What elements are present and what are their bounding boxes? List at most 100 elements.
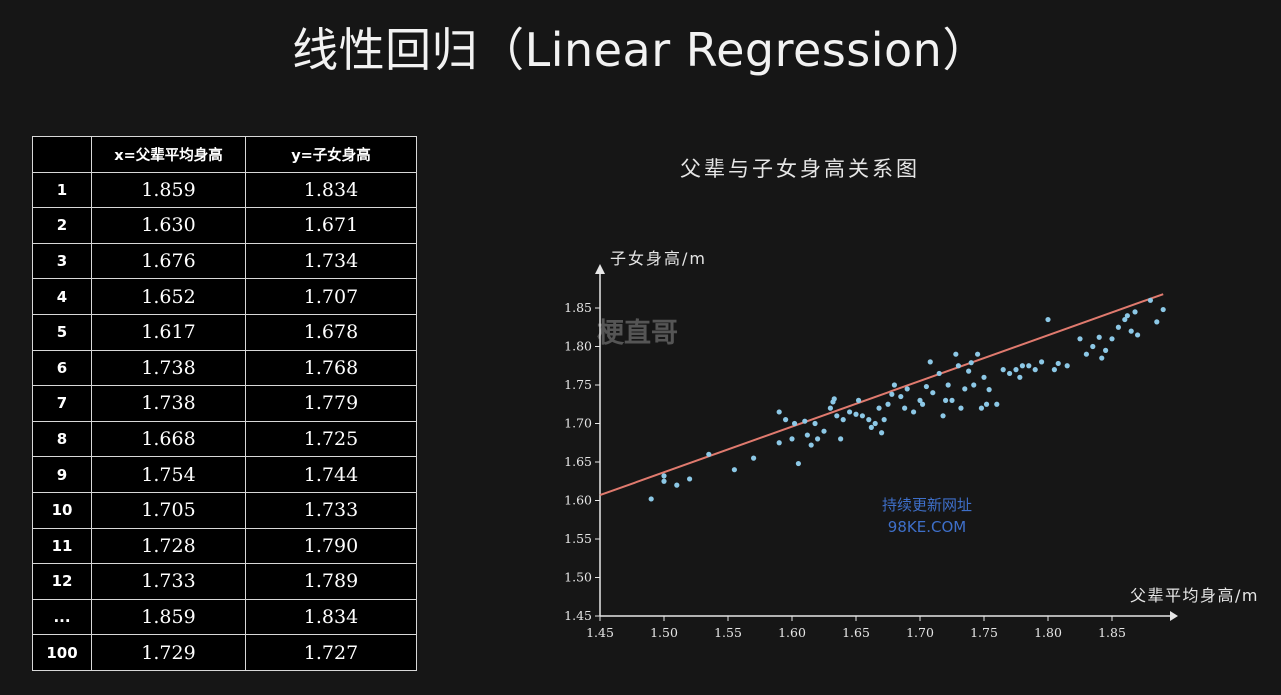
data-point <box>943 397 949 403</box>
row-index: 100 <box>32 634 92 671</box>
table-row: 2 1.630 1.671 <box>32 207 417 244</box>
data-point <box>791 420 798 427</box>
data-point <box>919 401 926 407</box>
data-point <box>808 442 814 448</box>
y-tick-label: 1.75 <box>564 377 592 392</box>
table-row: 8 1.668 1.725 <box>32 420 417 458</box>
data-point <box>971 382 977 388</box>
data-point <box>1083 351 1089 357</box>
data-point <box>674 482 680 488</box>
data-point <box>881 417 887 423</box>
row-y: 1.733 <box>245 491 417 529</box>
data-point <box>648 496 654 502</box>
table-row: 7 1.738 1.779 <box>32 385 417 422</box>
data-point <box>1077 336 1083 342</box>
table-row: 6 1.738 1.768 <box>32 349 417 387</box>
row-index: 2 <box>32 207 92 244</box>
row-y: 1.707 <box>245 278 417 315</box>
data-point <box>953 351 959 357</box>
data-point <box>945 382 951 388</box>
data-point <box>687 476 693 482</box>
x-tick-label: 1.85 <box>1098 625 1126 640</box>
data-point <box>1132 309 1138 315</box>
row-x: 1.668 <box>91 420 246 458</box>
regression-line <box>599 293 1164 497</box>
data-point <box>821 428 827 434</box>
regression-line-layer <box>599 293 1164 497</box>
row-y: 1.727 <box>245 634 417 671</box>
data-point <box>859 413 865 419</box>
table-row: ... 1.859 1.834 <box>32 598 417 636</box>
y-tick-label: 1.45 <box>564 608 592 623</box>
row-x: 1.733 <box>91 563 246 600</box>
data-point <box>1032 367 1038 373</box>
watermark-url-label: 持续更新网址 <box>882 496 972 514</box>
data-point <box>789 436 795 442</box>
x-tick-label: 1.65 <box>842 625 870 640</box>
data-point <box>902 405 908 411</box>
y-tick-label: 1.65 <box>564 454 592 469</box>
data-point <box>838 436 844 442</box>
row-index: 10 <box>32 491 92 529</box>
row-y: 1.834 <box>245 171 417 209</box>
data-point <box>955 363 961 369</box>
x-axis-label: 父辈平均身高/m <box>1130 586 1259 605</box>
data-point <box>930 390 936 396</box>
data-point <box>802 418 808 424</box>
x-tick-label: 1.70 <box>906 625 934 640</box>
data-point <box>866 417 872 423</box>
scatter-chart: 父辈与子女身高关系图 子女身高/m 父辈平均身高/m 梗直哥 持续更新网址 98… <box>564 157 1259 640</box>
data-point <box>891 382 897 388</box>
row-y: 1.779 <box>245 385 417 422</box>
data-point <box>1160 306 1166 313</box>
row-x: 1.859 <box>91 598 246 636</box>
x-tick-label: 1.55 <box>714 625 742 640</box>
row-y: 1.790 <box>245 527 417 565</box>
row-index: 12 <box>32 563 92 600</box>
data-points <box>648 297 1166 502</box>
data-point <box>911 409 917 415</box>
data-point <box>981 374 987 380</box>
row-index: 11 <box>32 527 92 565</box>
table-row: 11 1.728 1.790 <box>32 527 417 565</box>
data-point <box>872 420 878 427</box>
x-tick-label: 1.50 <box>650 625 678 640</box>
data-point <box>968 360 974 366</box>
data-point <box>1122 316 1128 323</box>
data-point <box>661 478 667 484</box>
data-point <box>815 436 821 442</box>
data-point <box>1039 359 1045 365</box>
table-header-x: x=父辈平均身高 <box>91 136 246 173</box>
data-point <box>1045 316 1051 323</box>
data-point <box>986 387 992 393</box>
row-index: 1 <box>32 171 92 209</box>
data-point <box>975 351 981 357</box>
data-point <box>1154 319 1160 325</box>
row-x: 1.729 <box>91 634 246 671</box>
table-row: 4 1.652 1.707 <box>32 278 417 315</box>
data-point <box>1115 324 1121 330</box>
row-x: 1.738 <box>91 385 246 422</box>
data-point <box>1128 328 1134 334</box>
data-point <box>855 397 862 403</box>
table-row: 10 1.705 1.733 <box>32 491 417 529</box>
row-y: 1.725 <box>245 420 417 458</box>
data-point <box>840 417 846 423</box>
data-point <box>847 409 853 415</box>
row-y: 1.678 <box>245 313 417 351</box>
data-point <box>983 401 990 407</box>
data-point <box>812 420 818 427</box>
data-point <box>904 386 910 392</box>
x-tick-label: 1.60 <box>778 625 806 640</box>
data-point <box>834 413 840 419</box>
data-point <box>936 370 942 377</box>
data-point <box>1007 370 1013 377</box>
axes: 1.45 1.50 1.55 1.60 1.65 1.70 1.75 1.80 1.85 1.45… <box>564 264 1178 640</box>
x-tick-label: 1.80 <box>1034 625 1062 640</box>
table-row: 9 1.754 1.744 <box>32 456 417 493</box>
table-header-index <box>32 136 92 173</box>
row-index: 9 <box>32 456 92 493</box>
data-point <box>962 386 968 392</box>
data-point <box>1135 332 1141 338</box>
data-point <box>1147 297 1153 303</box>
